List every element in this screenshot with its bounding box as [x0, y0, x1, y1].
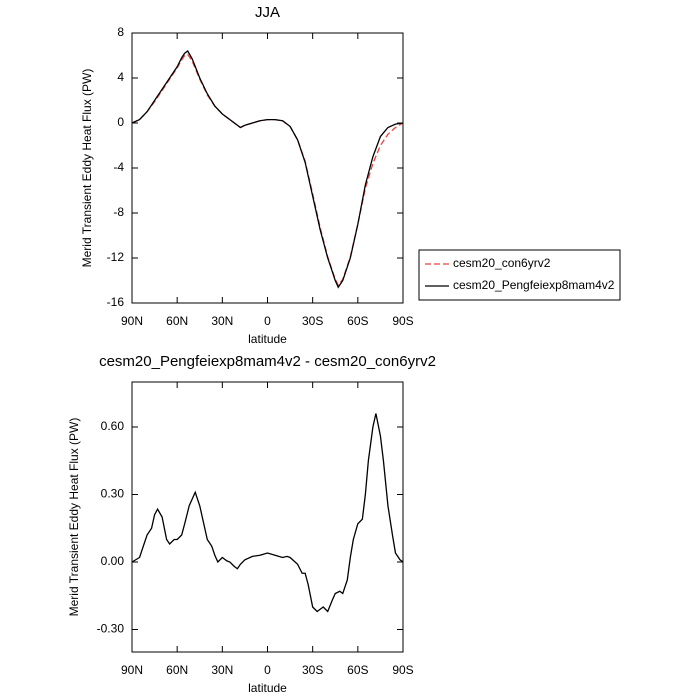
- y-axis-label: Merid Transient Eddy Heat Flux (PW): [80, 69, 94, 268]
- x-tick-label: 0: [264, 314, 271, 328]
- y-tick-label: 0.60: [101, 419, 125, 433]
- data-line: [131, 413, 404, 613]
- data-line: [131, 53, 404, 287]
- x-axis-label: latitude: [248, 681, 287, 695]
- x-axis-label: latitude: [248, 332, 287, 346]
- x-tick-label: 90S: [392, 663, 413, 677]
- chart-title: JJA: [255, 4, 280, 21]
- y-tick-label: 0: [117, 115, 124, 129]
- y-tick-label: -4: [113, 160, 124, 174]
- x-tick-label: 30N: [211, 314, 233, 328]
- x-tick-label: 90S: [392, 314, 413, 328]
- y-tick-label: 4: [117, 70, 124, 84]
- y-tick-label: -8: [113, 205, 124, 219]
- x-tick-label: 60S: [347, 314, 368, 328]
- legend-box: [418, 249, 621, 301]
- x-tick-label: 60N: [166, 663, 188, 677]
- y-tick-label: 0.30: [101, 487, 125, 501]
- legend-label: cesm20_con6yrv2: [453, 256, 551, 270]
- x-tick-label: 30S: [302, 663, 323, 677]
- data-line: [131, 50, 404, 289]
- y-tick-label: -0.30: [97, 622, 125, 636]
- x-tick-label: 90N: [121, 663, 143, 677]
- legend-label: cesm20_Pengfeiexp8mam4v2: [453, 278, 615, 292]
- y-tick-label: 8: [117, 25, 124, 39]
- plot-frame: [131, 381, 404, 653]
- x-tick-label: 90N: [121, 314, 143, 328]
- plot-frame: [131, 32, 404, 304]
- chart-title: cesm20_Pengfeiexp8mam4v2 - cesm20_con6yr…: [99, 353, 436, 370]
- y-tick-label: 0.00: [101, 554, 125, 568]
- x-tick-label: 30N: [211, 663, 233, 677]
- x-tick-label: 60N: [166, 314, 188, 328]
- y-tick-label: -16: [107, 295, 125, 309]
- x-tick-label: 30S: [302, 314, 323, 328]
- y-tick-label: -12: [107, 250, 125, 264]
- y-axis-label: Merid Transient Eddy Heat Flux (PW): [67, 418, 81, 617]
- x-tick-label: 0: [264, 663, 271, 677]
- x-tick-label: 60S: [347, 663, 368, 677]
